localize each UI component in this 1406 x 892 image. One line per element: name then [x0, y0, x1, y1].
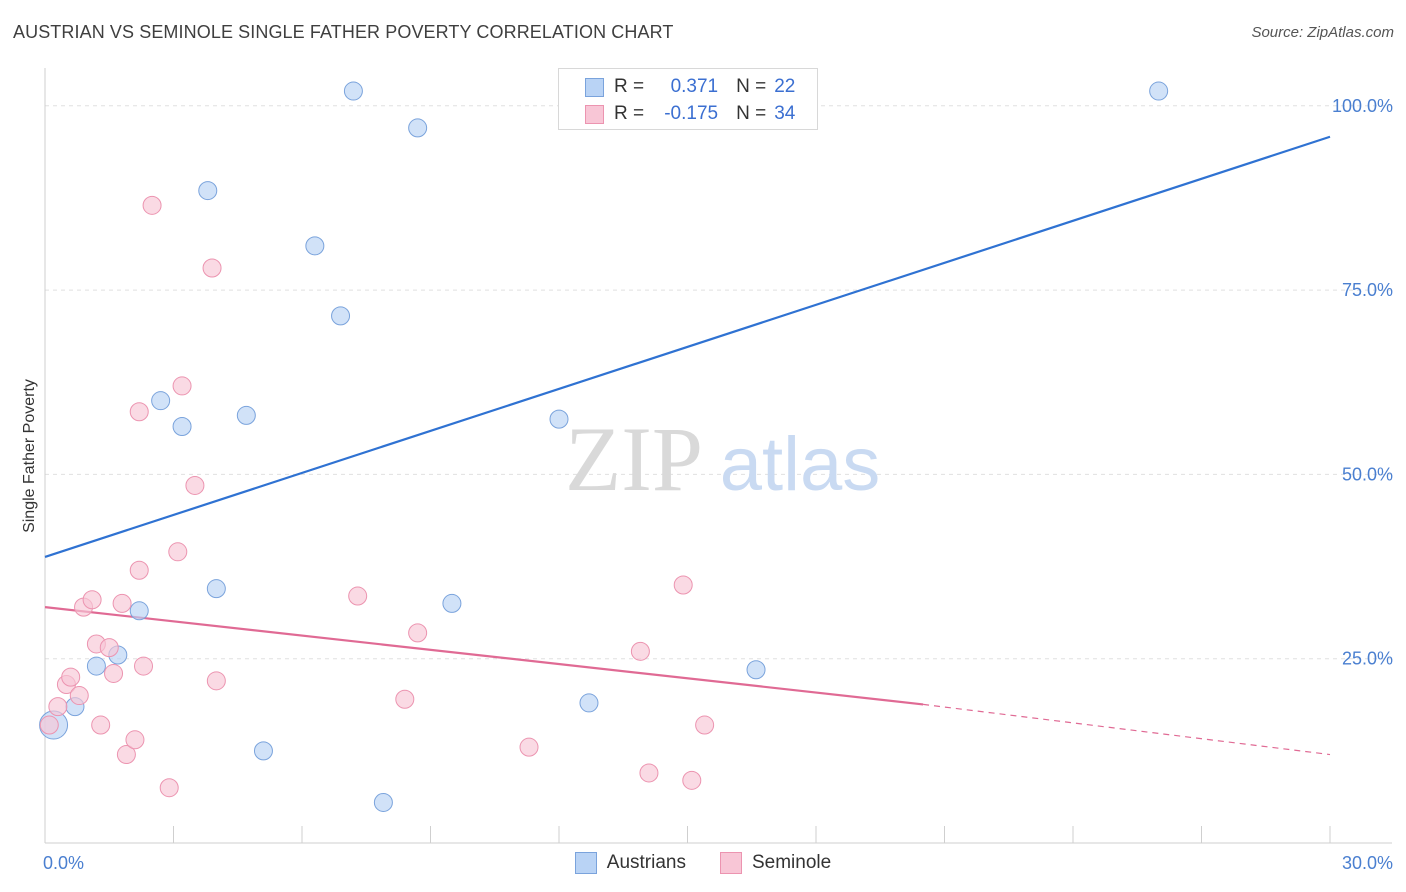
trend-lines — [44, 135, 1331, 756]
austrians-point — [408, 118, 428, 138]
seminole-point — [134, 656, 154, 676]
chart-title: AUSTRIAN VS SEMINOLE SINGLE FATHER POVER… — [13, 22, 674, 42]
seminole-point — [202, 258, 222, 278]
seminole-trend-line — [44, 606, 924, 706]
seminole-point — [129, 402, 149, 422]
seminole-point — [395, 689, 415, 709]
legend-r-value: 0.371 — [670, 76, 719, 97]
watermark: ZIP atlas — [565, 408, 880, 510]
legend-swatch-austrians — [585, 77, 604, 97]
austrians-point — [236, 405, 256, 425]
seminole-point — [104, 663, 124, 683]
austrians-point — [331, 306, 351, 326]
legend-row-austrians: R = 0.371 N = 22 — [585, 74, 795, 100]
austrians-point — [343, 81, 363, 101]
seminole-point — [82, 590, 102, 610]
austrians-point — [198, 181, 218, 201]
seminole-point — [159, 778, 179, 798]
austrians-point — [442, 593, 462, 613]
austrians-point — [549, 409, 569, 429]
seminole-point — [48, 697, 68, 717]
legend-n-label: N = — [736, 76, 767, 97]
y-tick-label: 100.0% — [1332, 96, 1393, 116]
x-tick-label: 0.0% — [43, 853, 84, 873]
watermark-atlas: atlas — [720, 422, 881, 507]
legend-row-seminole: R = -0.175 N = 34 — [585, 101, 795, 127]
austrians-point — [373, 792, 393, 812]
legend-swatch-austrians — [574, 852, 597, 874]
series-legend: Austrians Seminole — [0, 852, 1406, 874]
tick-labels: 25.0% 50.0% 75.0% 100.0% 0.0% 30.0% — [43, 96, 1393, 873]
seminole-point — [630, 641, 650, 661]
seminole-point — [673, 575, 693, 595]
seminole-trend-extension — [923, 703, 1331, 756]
austrians-point — [129, 601, 149, 621]
legend-item-austrians: Austrians — [574, 852, 686, 874]
data-points — [39, 81, 1169, 812]
austrians-point — [746, 660, 766, 680]
y-tick-label: 50.0% — [1342, 464, 1393, 484]
seminole-point — [695, 715, 715, 735]
source-label: Source: ZipAtlas.com — [1251, 24, 1394, 41]
austrians-point — [579, 693, 599, 713]
legend-swatch-seminole — [719, 852, 742, 874]
x-tick-label: 30.0% — [1342, 853, 1393, 873]
austrians-point — [151, 391, 171, 411]
austrians-point — [206, 579, 226, 599]
legend-n-label: N = — [736, 103, 767, 124]
y-tick-label: 75.0% — [1342, 280, 1393, 300]
austrians-point — [253, 741, 273, 761]
seminole-point — [129, 560, 149, 580]
seminole-point — [142, 195, 162, 215]
austrians-trend-line — [44, 135, 1331, 559]
axes — [44, 68, 1392, 844]
austrians-point — [172, 416, 192, 436]
seminole-point — [99, 638, 119, 658]
seminole-point — [125, 730, 145, 750]
seminole-point — [172, 376, 192, 396]
seminole-point — [408, 623, 428, 643]
austrians-point — [305, 236, 325, 256]
y-tick-label: 25.0% — [1342, 649, 1393, 669]
seminole-point — [112, 593, 132, 613]
legend-label-seminole: Seminole — [751, 852, 832, 873]
seminole-point — [91, 715, 111, 735]
legend-item-seminole: Seminole — [719, 852, 832, 874]
legend-r-label: R = — [614, 76, 645, 97]
seminole-point — [116, 745, 136, 765]
legend-r-label: R = — [614, 103, 645, 124]
austrians-point — [1149, 81, 1169, 101]
seminole-point — [348, 586, 368, 606]
seminole-point — [69, 686, 89, 706]
seminole-point — [682, 770, 702, 790]
watermark-zip: ZIP — [565, 408, 703, 510]
seminole-point — [519, 737, 539, 757]
seminole-point — [39, 715, 59, 735]
seminole-point — [168, 542, 188, 562]
seminole-point — [61, 667, 81, 687]
correlation-legend: R = 0.371 N = 22 R = -0.175 N = 34 — [558, 68, 818, 130]
legend-n-value: 22 — [774, 76, 796, 97]
legend-label-austrians: Austrians — [606, 852, 686, 873]
austrians-point — [86, 656, 106, 676]
grid-lines — [45, 105, 1392, 660]
y-axis-label: Single Father Poverty — [21, 379, 38, 533]
legend-r-value: -0.175 — [664, 103, 719, 124]
seminole-point — [185, 475, 205, 495]
seminole-point — [206, 671, 226, 691]
legend-n-value: 34 — [774, 103, 796, 124]
legend-swatch-seminole — [585, 104, 604, 124]
seminole-point — [639, 763, 659, 783]
